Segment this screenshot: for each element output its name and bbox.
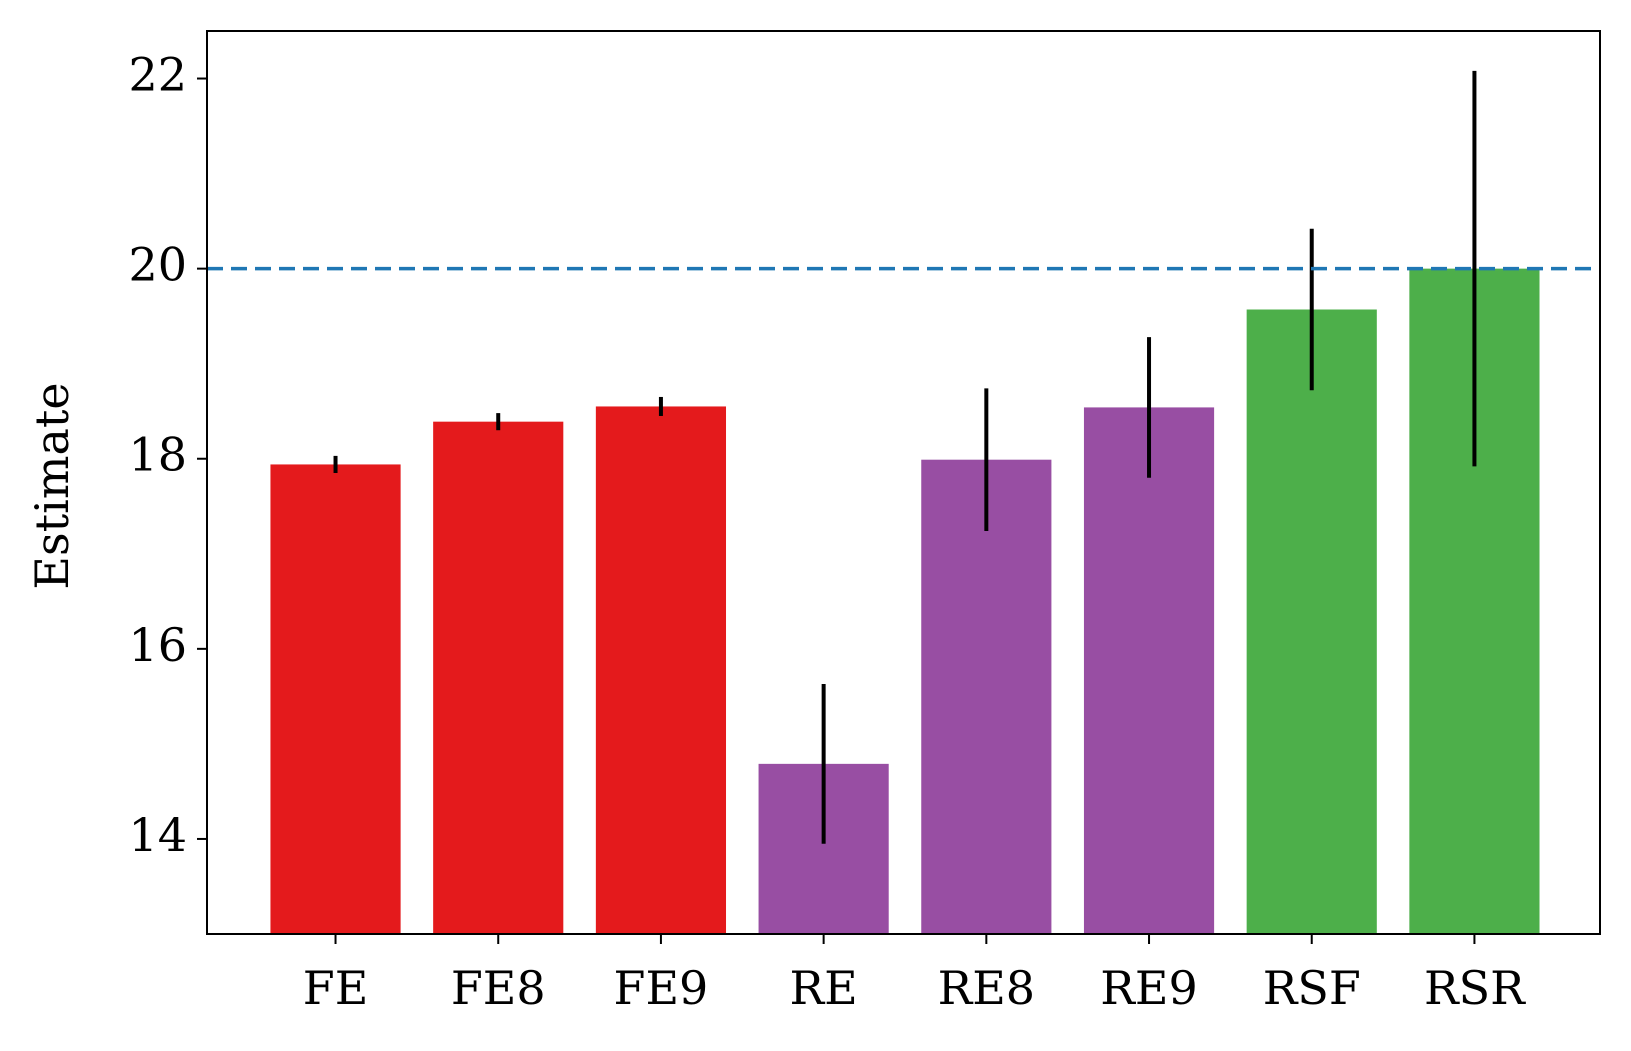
x-tick-label: FE8 (451, 961, 546, 1015)
y-tick-label: 14 (128, 808, 187, 862)
y-tick-label: 16 (128, 618, 187, 672)
bar (921, 459, 1052, 934)
x-tick-label: RSF (1263, 961, 1361, 1015)
y-tick-label: 18 (128, 428, 187, 482)
x-tick-label: FE (303, 961, 369, 1015)
bar (433, 421, 564, 934)
y-axis-label: Estimate (25, 382, 79, 589)
bar (270, 464, 401, 934)
y-tick-label: 22 (128, 48, 187, 102)
plot-frame (206, 30, 1601, 935)
x-tick-label: RE (790, 961, 858, 1015)
y-tick-label: 20 (128, 238, 187, 292)
x-tick-label: RE8 (938, 961, 1035, 1015)
bar (1246, 309, 1377, 934)
x-tick-label: FE9 (614, 961, 709, 1015)
bar (595, 406, 727, 934)
x-tick-label: RSR (1424, 961, 1526, 1015)
bar (1083, 407, 1215, 934)
x-tick-label: RE9 (1100, 961, 1197, 1015)
